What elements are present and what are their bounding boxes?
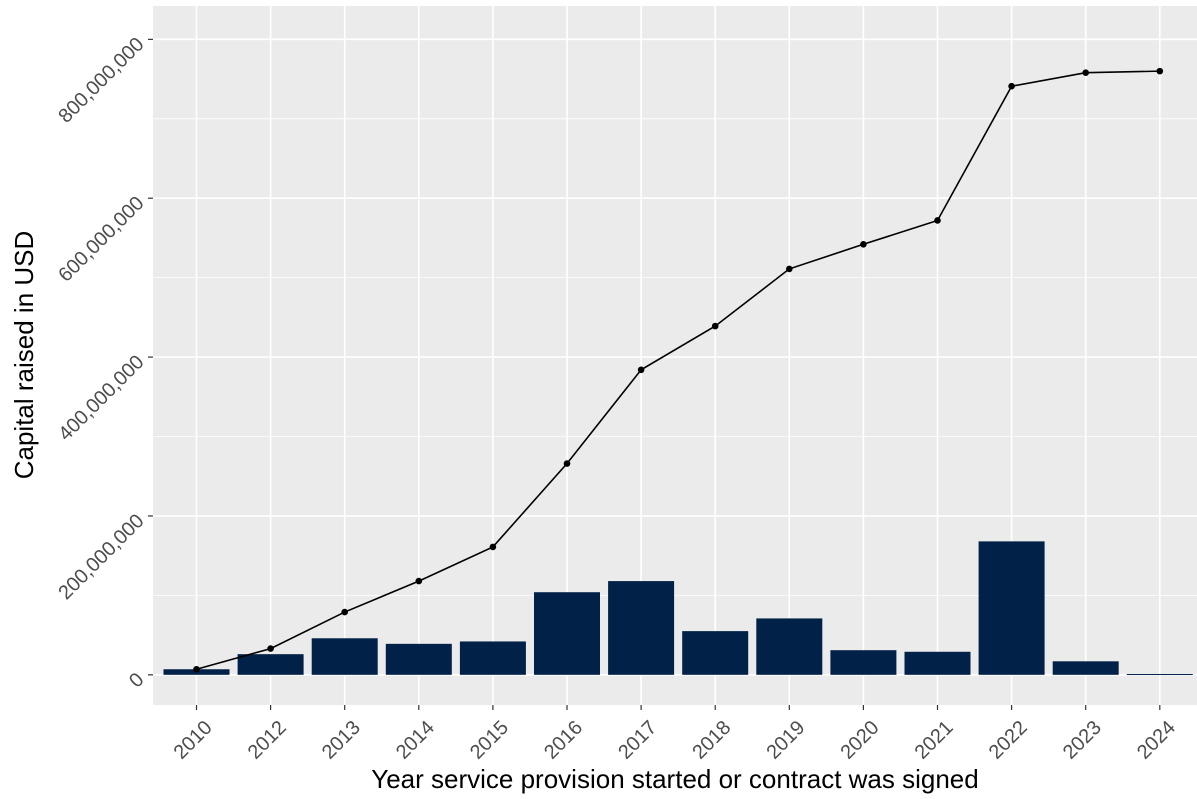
bar-2016 (534, 592, 600, 675)
x-tick-label: 2021 (911, 717, 958, 764)
bar-2013 (311, 638, 378, 675)
x-axis-title: Year service provision started or contra… (371, 764, 978, 794)
line-point-2013 (341, 608, 349, 616)
line-point-2015 (489, 543, 497, 551)
line-point-2024 (1156, 67, 1164, 75)
line-point-2018 (711, 322, 719, 330)
x-tick-label: 2024 (1133, 717, 1180, 764)
x-tick-label: 2013 (318, 717, 365, 764)
line-point-2016 (563, 460, 571, 467)
x-tick-label: 2014 (392, 717, 439, 764)
x-tick-label: 2019 (762, 717, 809, 764)
bar-2018 (682, 631, 749, 675)
x-tick-label: 2017 (614, 717, 661, 764)
y-tick-label: 200,000,000 (54, 510, 148, 604)
x-tick-label: 2018 (688, 717, 735, 764)
bar-2019 (756, 618, 823, 675)
x-tick-label: 2012 (244, 717, 291, 764)
y-axis-title: Capital raised in USD (9, 231, 39, 480)
bar-2021 (904, 651, 971, 675)
x-tick-label: 2022 (985, 717, 1032, 764)
line-point-2021 (934, 217, 941, 224)
grid-lines (153, 6, 1197, 705)
y-axis-ticks: 0 200,000,000 400,000,000 600,000,000 800,00… (54, 33, 153, 692)
y-tick-label: 600,000,000 (54, 192, 148, 286)
line-point-2020 (860, 240, 867, 248)
y-tick-label: 800,000,000 (54, 33, 148, 127)
bar-2014 (385, 643, 452, 675)
x-tick-label: 2015 (466, 717, 513, 764)
bar-series (163, 541, 1193, 676)
y-tick-label: 0 (125, 669, 148, 692)
y-tick-label: 400,000,000 (54, 351, 148, 445)
bar-2012 (237, 654, 304, 675)
x-tick-label: 2016 (540, 717, 587, 764)
x-tick-label: 2023 (1059, 717, 1106, 764)
bar-2023 (1052, 661, 1119, 675)
line-point-2019 (786, 265, 793, 273)
line-point-2012 (267, 645, 274, 652)
bar-2017 (608, 581, 675, 675)
x-tick-label: 2010 (170, 717, 217, 764)
line-series (193, 67, 1164, 673)
bar-2020 (830, 650, 897, 675)
line-point-2023 (1082, 69, 1089, 77)
line-point-2022 (1008, 82, 1015, 90)
bar-2024 (1126, 674, 1193, 676)
line-point-2017 (637, 366, 645, 374)
bar-2015 (459, 641, 526, 675)
cumulative-line (196, 70, 1160, 671)
x-axis-ticks: 2010 2012 2013 2014 2015 2016 2017 2018 2019 2020… (170, 705, 1180, 764)
bar-2022 (978, 541, 1045, 675)
line-point-2010 (193, 665, 200, 673)
line-point-2014 (415, 577, 423, 585)
x-tick-label: 2020 (837, 717, 884, 764)
